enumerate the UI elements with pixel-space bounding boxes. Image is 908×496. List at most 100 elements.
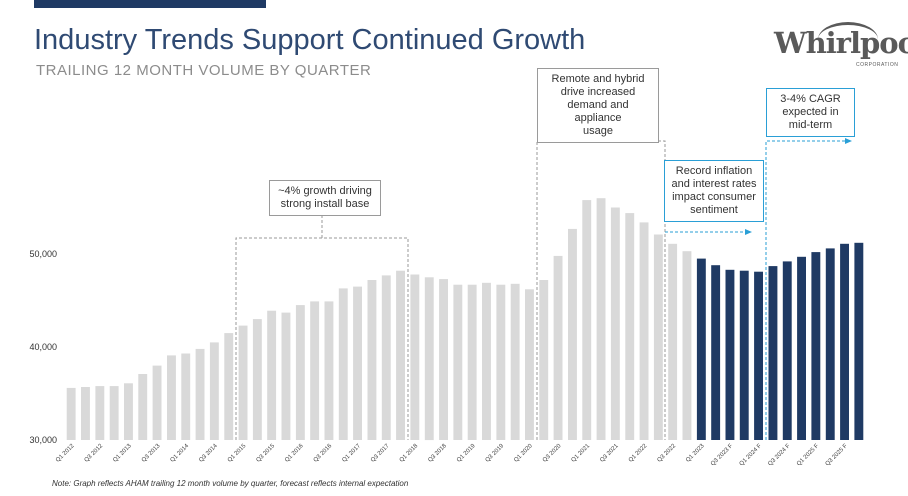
x-tick-label: Q3 2014 <box>198 443 219 464</box>
bar-q2-2014 <box>195 348 205 440</box>
annotation-cagr: 3-4% CAGR expected in mid-term <box>766 88 855 137</box>
bar-q3-2020 <box>553 255 563 440</box>
bar-q3-2019 <box>496 284 506 440</box>
bar-q4-2025-f <box>854 242 864 440</box>
x-tick-label: Q3 2013 <box>141 443 162 464</box>
annotation-inflation-line-1: Record inflation <box>675 165 753 177</box>
annotation-remote-line-1: Remote and hybrid <box>551 73 645 85</box>
bar-q2-2016 <box>310 301 320 440</box>
bar-q3-2021 <box>610 207 620 440</box>
bar-q2-2012 <box>81 387 90 440</box>
bar-q4-2017 <box>396 270 405 440</box>
top-accent-bar <box>34 0 266 8</box>
inflation-arrow-arrowhead <box>745 229 752 235</box>
y-axis: 30,000 40,000 50,000 <box>29 249 57 445</box>
page-title: Industry Trends Support Continued Growth <box>34 24 586 56</box>
bar-q2-2021 <box>596 198 606 440</box>
annotation-cagr-line-2: expected in <box>782 106 839 118</box>
page-subtitle: TRAILING 12 MONTH VOLUME BY QUARTER <box>36 62 372 79</box>
chart-bars <box>66 198 864 441</box>
logo-corporation-text: CORPORATION <box>856 62 899 68</box>
x-tick-label: Q3 2018 <box>427 443 448 464</box>
bar-q2-2015 <box>252 319 262 440</box>
bar-q4-2019 <box>510 283 520 440</box>
bar-q1-2020 <box>525 289 534 440</box>
cagr-arrow-arrowhead <box>845 138 852 144</box>
bar-q4-2021 <box>625 213 635 440</box>
x-tick-label: Q3 2023 F <box>710 443 735 468</box>
logo-wordmark: Whirlpool <box>774 26 908 60</box>
x-tick-label: Q1 2014 <box>170 443 191 464</box>
x-tick-label: Q1 2025 F <box>796 443 821 468</box>
x-tick-label: Q1 2020 <box>513 443 534 464</box>
x-tick-label: Q3 2017 <box>370 443 391 464</box>
whirlpool-logo: Whirlpool CORPORATION <box>758 22 908 72</box>
x-tick-label: Q1 2019 <box>456 443 477 464</box>
bar-q1-2018 <box>410 274 420 440</box>
bar-q4-2016 <box>338 288 348 440</box>
bar-q2-2017 <box>367 280 377 440</box>
bar-q3-2015 <box>267 310 277 440</box>
bar-q4-2014 <box>224 333 234 440</box>
bar-q3-2018 <box>439 279 448 440</box>
bar-q3-2023-f <box>725 269 735 440</box>
cagr-arrow <box>765 140 845 440</box>
x-axis: Q1 2012 Q3 2012 Q1 2013 Q3 2013 Q1 2014 Q3 20… <box>55 443 849 468</box>
annotation-growth: ~4% growth driving strong install base <box>269 180 381 216</box>
x-tick-label: Q1 2022 <box>628 443 649 464</box>
bar-q1-2014 <box>181 353 191 440</box>
bar-q3-2024-f <box>782 261 792 440</box>
bar-q1-2017 <box>353 286 362 440</box>
logo-swoosh-icon <box>818 22 878 57</box>
bar-q3-2025-f <box>840 243 849 440</box>
annotation-remote-line-2: drive increased <box>560 86 636 98</box>
x-tick-label: Q1 2021 <box>571 443 592 464</box>
bar-q2-2022 <box>653 234 663 440</box>
x-tick-label: Q1 2015 <box>227 443 248 464</box>
bar-q1-2016 <box>295 305 305 440</box>
bar-q1-2013 <box>124 383 133 440</box>
y-tick-label: 50,000 <box>29 249 57 259</box>
annotation-inflation: Record inflation and interest rates impa… <box>664 160 764 222</box>
bar-q2-2018 <box>424 277 434 441</box>
bar-q4-2023-f <box>739 270 749 440</box>
bar-q3-2012 <box>95 386 105 440</box>
bar-q2-2023 <box>711 265 721 440</box>
bar-q2-2013 <box>138 374 148 440</box>
x-tick-label: Q3 2022 <box>657 443 678 464</box>
bar-q4-2015 <box>281 312 291 440</box>
bar-q1-2019 <box>467 284 477 440</box>
x-tick-label: Q1 2013 <box>112 443 133 464</box>
annotation-growth-line-1: ~4% growth driving <box>278 185 372 197</box>
bar-q3-2017 <box>381 275 391 440</box>
x-tick-label: Q3 2020 <box>542 443 563 464</box>
bar-q1-2015 <box>238 325 248 440</box>
bar-q4-2020 <box>568 228 577 440</box>
bar-q1-2024-f <box>754 271 763 440</box>
bar-q3-2022 <box>668 243 678 440</box>
x-tick-label: Q3 2012 <box>84 443 105 464</box>
bar-q1-2025-f <box>811 252 821 440</box>
annotation-inflation-line-4: sentiment <box>690 204 738 216</box>
x-tick-label: Q1 2024 F <box>739 443 764 468</box>
x-tick-label: Q3 2015 <box>256 443 277 464</box>
bar-q3-2014 <box>209 342 219 440</box>
annotation-remote-hybrid: Remote and hybrid drive increased demand… <box>537 68 659 143</box>
x-tick-label: Q3 2019 <box>485 443 506 464</box>
y-tick-label: 30,000 <box>29 435 57 445</box>
annotation-inflation-line-2: and interest rates <box>671 178 757 190</box>
bar-q1-2023 <box>696 258 706 440</box>
annotation-inflation-line-3: impact consumer <box>672 191 756 203</box>
bar-q2-2024-f <box>768 266 778 440</box>
annotation-remote-line-4: usage <box>583 125 613 137</box>
x-tick-label: Q1 2018 <box>399 443 420 464</box>
bar-q4-2018 <box>453 284 463 440</box>
x-tick-label: Q3 2016 <box>313 443 334 464</box>
bar-q3-2013 <box>152 365 162 440</box>
bar-q2-2025-f <box>825 248 835 440</box>
annotation-remote-line-3: demand and appliance <box>567 99 629 124</box>
bar-q4-2012 <box>109 386 119 440</box>
bar-q2-2020 <box>539 280 549 440</box>
x-tick-label: Q1 2012 <box>55 443 76 464</box>
